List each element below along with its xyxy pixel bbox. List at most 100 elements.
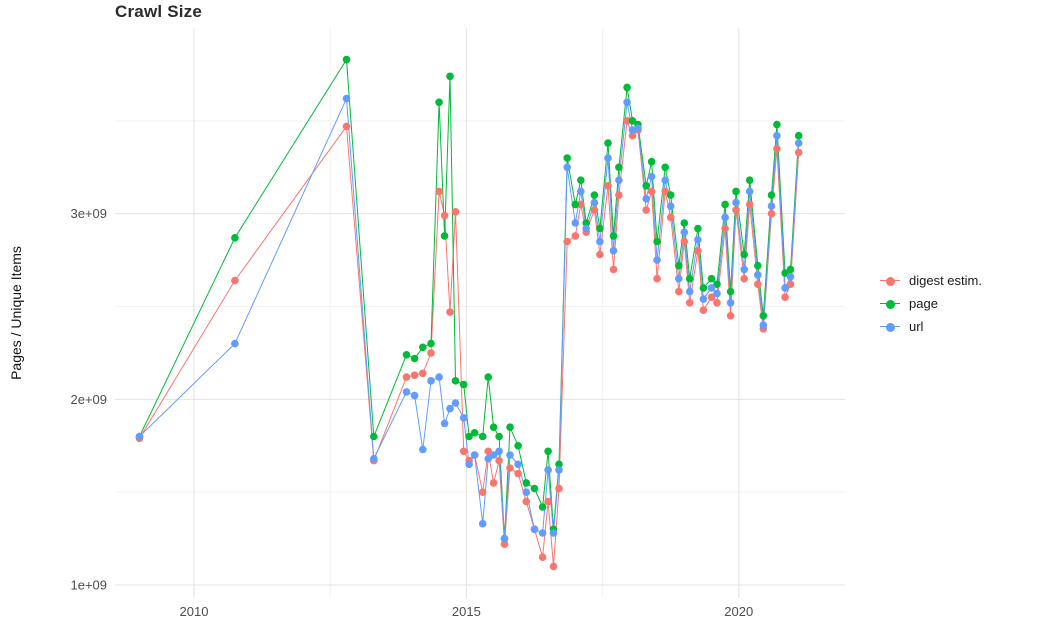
data-point (514, 469, 522, 478)
legend-label: digest estim. (909, 273, 982, 288)
x-tick-label: 2020 (724, 604, 753, 619)
data-point (661, 163, 669, 172)
data-point (451, 377, 460, 385)
data-point (786, 273, 795, 281)
data-point (634, 124, 642, 133)
data-point (571, 200, 580, 209)
series-line (139, 58, 800, 539)
data-point (522, 497, 531, 506)
data-point (726, 312, 735, 320)
data-point (495, 447, 503, 456)
data-point (544, 466, 552, 474)
data-point (694, 235, 702, 244)
data-point (675, 274, 683, 283)
data-point (707, 284, 716, 292)
data-point (794, 148, 803, 157)
data-point (231, 234, 239, 242)
data-point (470, 429, 479, 437)
data-point (759, 312, 768, 320)
data-point (773, 120, 781, 129)
data-point (786, 280, 795, 289)
legend-label: page (909, 296, 938, 311)
legend-item-url: url (880, 318, 982, 335)
data-point (754, 261, 762, 270)
data-point (506, 451, 514, 459)
data-point (794, 139, 803, 147)
data-point (721, 200, 729, 209)
data-point (653, 256, 661, 264)
data-point (713, 299, 721, 307)
data-point (623, 83, 631, 92)
data-point (500, 540, 509, 548)
data-point (231, 339, 239, 348)
data-point (685, 287, 694, 296)
data-point (767, 202, 776, 210)
data-point (506, 423, 514, 432)
data-point (489, 423, 498, 432)
data-point (675, 261, 683, 270)
data-point (781, 284, 789, 292)
data-point (794, 131, 803, 140)
chart-title: Crawl Size (115, 2, 203, 21)
data-point (470, 451, 479, 459)
data-point (661, 176, 669, 184)
data-point (582, 224, 590, 233)
data-point (754, 271, 762, 279)
data-point (666, 213, 675, 222)
data-point (370, 454, 378, 463)
data-point (628, 131, 637, 140)
data-point (435, 373, 443, 381)
data-point (563, 237, 571, 246)
legend: digest estim. page url (880, 272, 982, 335)
data-point (713, 280, 721, 289)
data-point (514, 442, 522, 450)
data-point (489, 451, 498, 459)
data-point (459, 414, 468, 422)
legend-key (880, 320, 900, 334)
data-point (563, 163, 571, 172)
data-point (642, 182, 650, 190)
data-point (410, 371, 419, 380)
data-point (489, 479, 498, 487)
data-point (609, 247, 618, 255)
data-point (615, 191, 623, 199)
data-point (647, 157, 656, 166)
data-point (759, 321, 768, 329)
data-point (440, 232, 449, 240)
data-point (571, 219, 580, 227)
data-point (451, 399, 460, 407)
data-point (713, 289, 721, 298)
data-point (342, 94, 351, 103)
data-point (740, 250, 748, 259)
data-point (661, 187, 669, 196)
y-tick-label: 1e+09 (70, 578, 107, 593)
data-point (530, 525, 539, 534)
data-point (419, 445, 427, 454)
data-point (726, 287, 735, 296)
data-point (530, 484, 539, 493)
data-point (623, 98, 631, 107)
data-point (609, 265, 618, 274)
data-point (577, 187, 585, 196)
data-point (699, 295, 708, 303)
data-point (653, 274, 661, 283)
data-point (767, 191, 776, 199)
data-point (555, 484, 563, 493)
data-point (590, 198, 599, 207)
data-point (370, 432, 378, 441)
data-point (231, 276, 239, 285)
data-point (609, 232, 618, 240)
data-point (478, 519, 487, 528)
data-point (694, 224, 702, 233)
data-point (484, 454, 493, 463)
data-point (590, 191, 599, 199)
data-point (549, 562, 558, 571)
data-point (685, 274, 694, 283)
data-point (522, 488, 531, 497)
legend-label: url (909, 319, 924, 334)
data-point (786, 265, 795, 274)
data-point (571, 232, 580, 240)
data-point (707, 293, 716, 302)
data-point (435, 98, 443, 107)
